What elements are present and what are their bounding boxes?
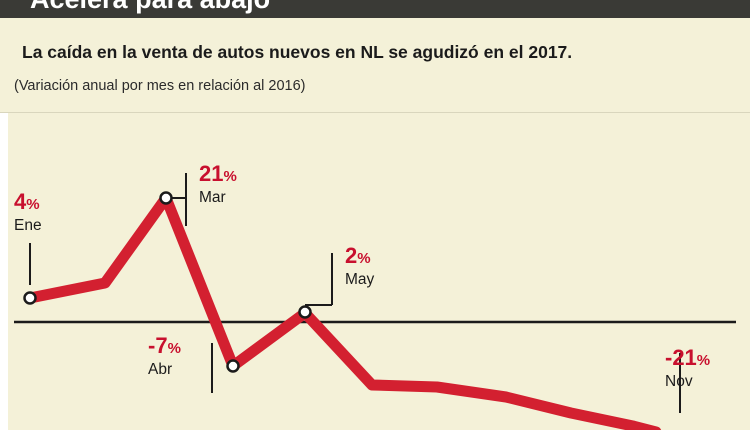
callout-mar: 21% Mar [199,163,237,207]
callout-abr-number: -7 [148,333,168,358]
chart-note: (Variación anual por mes en relación al … [14,78,306,94]
callout-may-value: 2% [345,245,374,270]
series-line [24,192,662,430]
callout-nov-value: -21% [665,347,710,372]
left-gutter [0,113,8,430]
subtitle: La caída en la venta de autos nuevos en … [22,42,573,62]
callout-nov-month: Nov [665,373,693,390]
callout-ene-value: 4% [14,191,42,216]
data-point-marker [23,291,37,305]
data-point-marker [159,191,173,205]
callout-may-percent: % [357,250,371,267]
callout-may: 2% May [345,245,374,289]
line-chart-svg [14,173,736,430]
callout-may-number: 2 [345,243,358,268]
callout-nov-percent: % [696,352,711,369]
callout-mar-percent: % [223,168,237,185]
callout-ene-percent: % [26,196,40,213]
callout-ene-month: Ene [14,217,42,234]
callout-abr-value: -7% [148,335,181,360]
callout-abr-month: Abr [148,361,173,378]
callout-mar-month: Mar [199,189,226,206]
callout-ene-number: 4 [14,189,27,214]
callout-abr: -7% Abr [148,335,181,379]
divider [0,112,750,113]
callout-abr-percent: % [167,340,181,357]
chart-area: 4% Ene 21% Mar -7% Abr 2% May -21% Nov [0,113,750,430]
callout-mar-value: 21% [199,163,237,188]
data-point-marker [226,359,240,373]
callout-ene: 4% Ene [14,191,42,235]
header-band: Acelera para abajo [0,0,750,18]
data-point-marker [298,305,312,319]
callout-mar-number: 21 [199,161,224,186]
callout-may-month: May [345,271,375,288]
page-title: Acelera para abajo [30,0,270,15]
callout-nov-number: -21 [665,345,697,370]
callout-nov: -21% Nov [665,347,710,391]
